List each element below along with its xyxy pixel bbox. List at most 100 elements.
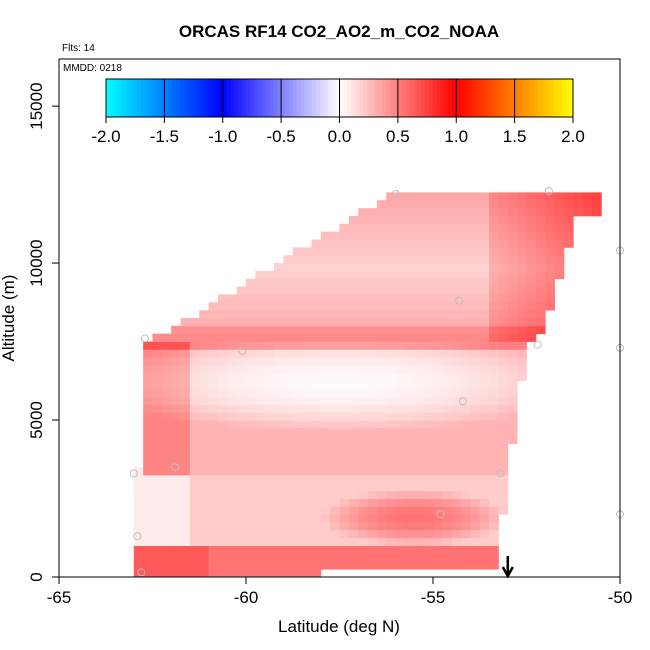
heatmap-cell [451,380,462,390]
heatmap-cell [423,365,434,374]
heatmap-cell [236,420,247,429]
colorbar-tick-label: 0.0 [328,127,352,146]
heatmap-cell [442,310,453,319]
heatmap-cell [507,427,518,437]
x-tick-label: -55 [421,588,446,607]
heatmap-cell [348,270,359,280]
heatmap-cell [535,247,546,256]
heatmap-cell [246,529,256,539]
heatmap-cell [143,443,153,452]
heatmap-cell [274,404,284,413]
heatmap-cell [339,412,350,421]
heatmap-cell [274,302,284,311]
heatmap-cell [461,443,471,452]
heatmap-cell [199,357,209,366]
heatmap-cell [311,388,322,397]
heatmap-cell [563,215,574,225]
heatmap-cell [208,569,219,578]
heatmap-cell [367,349,378,358]
heatmap-cell [414,286,425,295]
heatmap-cell [143,553,153,562]
heatmap-cell [470,192,481,201]
colorbar-segment [312,79,317,117]
heatmap-cell [395,200,406,209]
heatmap-cell [189,545,200,554]
heatmap-cell [554,270,565,280]
heatmap-cell [171,553,181,562]
heatmap-cell [442,561,453,570]
heatmap-cell [161,443,172,452]
heatmap-cell [386,310,396,319]
heatmap-cell [283,514,294,523]
heatmap-cell [414,529,425,539]
heatmap-cell [143,522,153,531]
heatmap-cell [292,420,303,429]
heatmap-cell [311,294,322,303]
heatmap-cell [330,561,340,570]
heatmap-cell [189,490,200,499]
heatmap-cell [376,388,387,397]
heatmap-cell [395,365,406,374]
heatmap-cell [367,380,378,390]
heatmap-cell [292,522,303,531]
colorbar-segment [160,79,165,117]
heatmap-cell [208,545,219,554]
heatmap-cell [404,498,415,507]
heatmap-cell [358,247,368,256]
heatmap-cell [367,247,378,256]
heatmap-cell [311,380,322,390]
heatmap-cell [264,561,275,570]
heatmap-cell [311,537,322,547]
heatmap-cell [461,467,471,476]
heatmap-cell [461,427,471,437]
heatmap-cell [545,192,555,201]
heatmap-cell [423,427,434,437]
heatmap-cell [451,451,462,460]
heatmap-cell [208,482,219,492]
heatmap-cell [489,396,499,405]
heatmap-cell [320,545,331,554]
heatmap-cell [292,318,303,327]
heatmap-cell [171,522,181,531]
heatmap-cell [292,396,303,405]
colorbar-tick-label: -2.0 [91,127,120,146]
heatmap-cell [330,537,340,547]
heatmap-cell [227,474,238,484]
heatmap-cell [517,302,527,311]
heatmap-cell [348,247,359,256]
heatmap-cell [283,506,294,515]
heatmap-cell [274,333,284,342]
heatmap-cell [189,333,200,342]
heatmap-cell [489,341,499,350]
heatmap-cell [283,561,294,570]
heatmap-cell [489,192,499,201]
heatmap-cell [489,514,499,523]
heatmap-cell [320,435,331,444]
heatmap-cell [227,310,238,319]
heatmap-cell [348,333,359,342]
heatmap-cell [143,427,153,437]
heatmap-cell [367,396,378,405]
heatmap-cell [236,474,247,484]
heatmap-cell [545,263,555,272]
heatmap-cell [442,239,453,248]
heatmap-cell [236,482,247,492]
heatmap-cell [498,482,509,492]
heatmap-cell [311,333,322,342]
heatmap-cell [227,349,238,358]
heatmap-cell [199,318,209,327]
heatmap-cell [143,372,153,382]
heatmap-cell [517,255,527,264]
heatmap-cell [227,498,238,507]
heatmap-cell [367,529,378,539]
heatmap-cell [376,200,387,209]
heatmap-cell [292,514,303,523]
heatmap-cell [395,561,406,570]
heatmap-cell [302,522,312,531]
date-note: MMDD: 0218 [63,63,122,74]
heatmap-cell [161,365,172,374]
heatmap-cell [433,215,443,225]
heatmap-cell [358,357,368,366]
heatmap-cell [367,545,378,554]
heatmap-cell [217,537,228,547]
